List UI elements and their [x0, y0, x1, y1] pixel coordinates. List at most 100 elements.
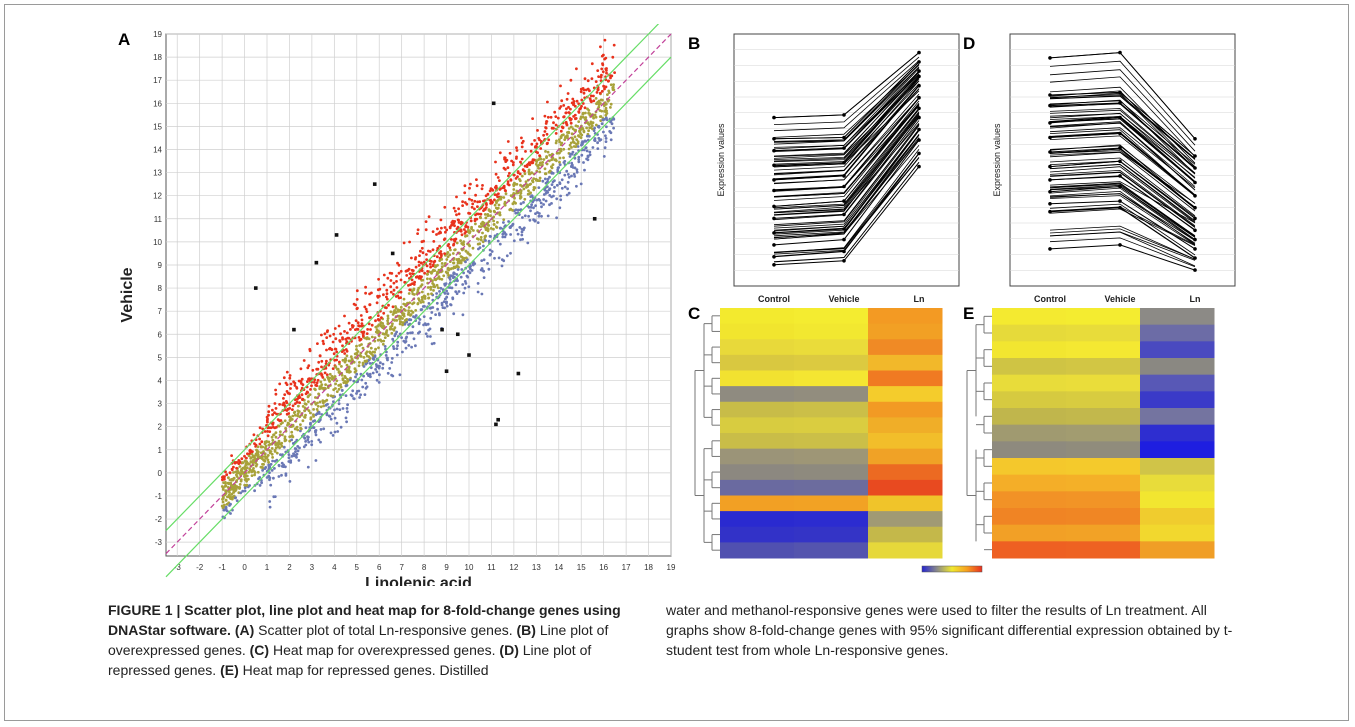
scatter-point [512, 239, 516, 243]
scatter-point [241, 489, 245, 493]
scatter-point [467, 285, 471, 289]
scatter-point [398, 320, 402, 324]
scatter-point [304, 392, 308, 396]
scatter-point [390, 361, 394, 364]
scatter-point [559, 129, 563, 133]
scatter-point [307, 394, 310, 398]
series-line [773, 74, 920, 162]
scatter-point [480, 187, 484, 191]
scatter-point [272, 495, 276, 499]
scatter-point [249, 468, 252, 472]
heatmap-cell [794, 433, 869, 450]
series-line [773, 76, 920, 160]
series-line [773, 78, 920, 167]
scatter-point [445, 271, 449, 275]
scatter-point [275, 451, 279, 455]
scatter-point [337, 324, 341, 328]
scatter-point [432, 240, 436, 243]
scatter-point [439, 218, 443, 222]
scatter-point [407, 318, 411, 322]
scatter-point [539, 201, 543, 205]
scatter-point [586, 154, 590, 158]
scatter-point [440, 254, 443, 258]
scatter-point [270, 447, 274, 450]
scatter-point [347, 321, 351, 325]
scatter-point [463, 184, 467, 188]
highlighted-point [292, 327, 296, 332]
scatter-point [602, 104, 606, 107]
scatter-point [386, 319, 389, 323]
scatter-point [232, 490, 236, 494]
caption-ref-e: (E) [220, 662, 239, 678]
scatter-point [363, 393, 367, 396]
scatter-point [271, 408, 274, 412]
scatter-point [238, 465, 242, 468]
scatter-point [300, 393, 304, 397]
scatter-point [572, 115, 575, 118]
scatter-point [240, 467, 244, 471]
scatter-point [369, 328, 372, 331]
scatter-point [540, 214, 543, 218]
scatter-point [523, 172, 527, 176]
scatter-point [345, 331, 349, 335]
series-line [773, 77, 920, 163]
scatter-point [580, 133, 584, 137]
scatter-point [411, 272, 414, 275]
scatter-point [405, 269, 409, 273]
series-line [1049, 190, 1196, 245]
heatmap-cell [992, 441, 1067, 459]
scatter-point [408, 240, 411, 244]
heatmap-cell [868, 370, 943, 387]
scatter-point [605, 118, 609, 122]
scatter-point [547, 170, 551, 174]
scatter-point [412, 287, 416, 291]
scatter-point [386, 314, 390, 318]
heatmap-cell [868, 511, 943, 528]
scatter-point [352, 379, 356, 383]
scatter-point [434, 313, 437, 316]
scatter-point [328, 334, 332, 338]
scatter-point [321, 399, 325, 402]
scatter-point [578, 129, 581, 133]
figure-caption-left: FIGURE 1 | Scatter plot, line plot and h… [108, 600, 638, 680]
scatter-point [504, 189, 507, 193]
scatter-point [543, 177, 547, 181]
scatter-point [568, 143, 572, 147]
scatter-point [580, 98, 584, 102]
scatter-point [395, 319, 399, 322]
scatter-point [509, 251, 512, 255]
scatter-point [334, 337, 338, 341]
scatter-point [336, 430, 340, 433]
scatter-point [386, 317, 390, 320]
scatter-point [270, 452, 274, 456]
scatter-point [365, 332, 369, 335]
scatter-point [436, 277, 439, 280]
scatter-point [459, 275, 463, 279]
heatmap-color-scale [921, 565, 983, 573]
caption-ref-d: (D) [499, 642, 519, 658]
scatter-point [588, 153, 592, 157]
scatter-point [340, 389, 344, 392]
scatter-point [337, 384, 341, 387]
scatter-point [304, 443, 308, 447]
scatter-point [275, 458, 279, 462]
scatter-point [597, 105, 601, 109]
heatmap-cell [992, 508, 1067, 526]
scatter-point [277, 441, 280, 445]
heatmap-cell [992, 491, 1067, 509]
y-tick-label: 5 [158, 353, 163, 362]
scatter-point [296, 428, 300, 432]
scatter-point [549, 115, 553, 119]
scatter-point [227, 495, 231, 499]
scatter-point [575, 138, 579, 141]
scatter-point [340, 373, 344, 377]
scatter-point [494, 172, 498, 176]
scatter-point [493, 203, 497, 207]
scatter-point [400, 336, 403, 339]
scatter-point [442, 300, 446, 303]
scatter-point [369, 346, 373, 350]
scatter-point [315, 381, 319, 385]
scatter-point [268, 430, 272, 433]
scatter-point [238, 472, 242, 475]
scatter-point [596, 88, 600, 92]
